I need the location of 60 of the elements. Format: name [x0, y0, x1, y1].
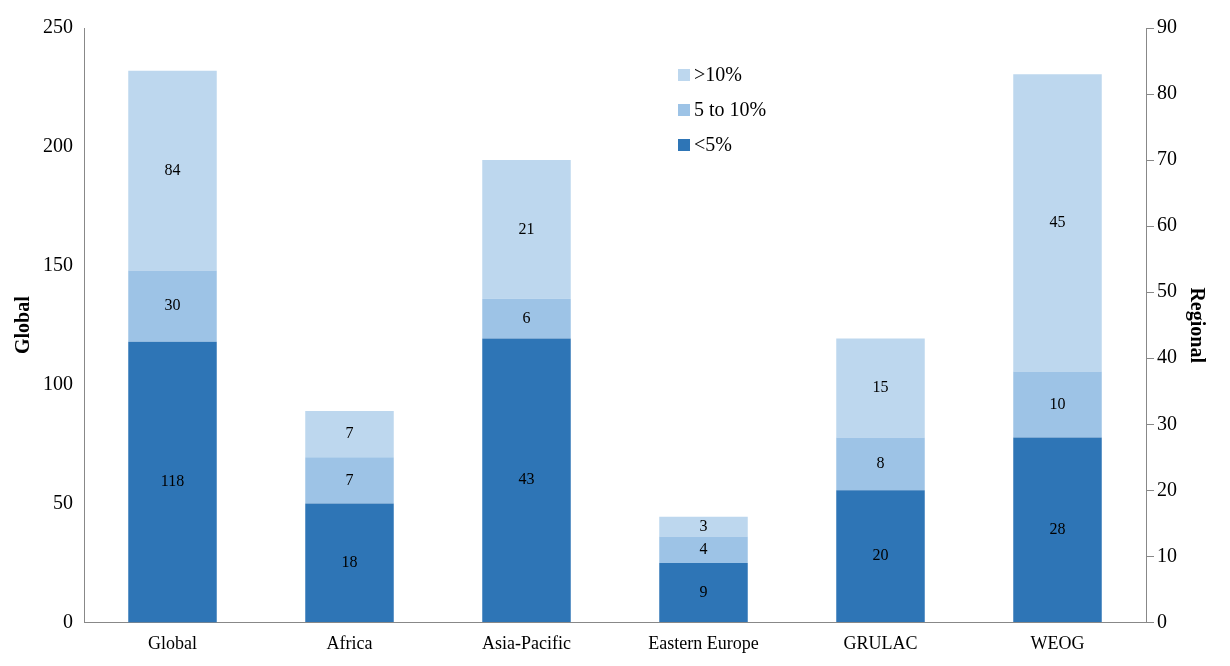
- data-label: 21: [518, 219, 535, 237]
- bar: [1013, 74, 1102, 372]
- y-tick-label: 250: [43, 15, 73, 38]
- y2-axis-title: Regional: [1185, 287, 1209, 364]
- y2-tick-label: 90: [1157, 15, 1177, 38]
- x-tick-label: Africa: [326, 632, 373, 653]
- bar: [659, 562, 748, 622]
- bar: [482, 298, 571, 339]
- data-label: 6: [522, 308, 531, 326]
- y-tick-label: 50: [53, 490, 73, 513]
- legend-label: 5 to 10%: [694, 98, 767, 121]
- x-tick-label: Eastern Europe: [648, 632, 759, 653]
- data-label: 7: [345, 424, 354, 442]
- bar: [659, 536, 748, 563]
- bar: [305, 457, 394, 504]
- y2-tick-label: 30: [1157, 411, 1177, 434]
- data-label: 45: [1049, 213, 1066, 231]
- data-label: 3: [699, 516, 708, 534]
- data-label: 7: [345, 470, 354, 488]
- y2-tick-label: 20: [1157, 477, 1177, 500]
- y-tick-label: 100: [43, 371, 73, 394]
- bar: [836, 490, 925, 622]
- bar: [1013, 437, 1102, 622]
- data-label: 8: [876, 454, 885, 472]
- data-label: 28: [1049, 519, 1066, 537]
- x-tick-label: Asia-Pacific: [482, 632, 571, 653]
- data-label: 118: [160, 472, 185, 490]
- bar: [1013, 371, 1102, 438]
- y-tick-label: 200: [43, 134, 73, 157]
- legend-label: >10%: [694, 63, 742, 86]
- data-label: 9: [699, 582, 708, 600]
- y2-tick-label: 40: [1157, 345, 1177, 368]
- y2-tick-label: 0: [1157, 609, 1167, 632]
- x-tick-label: WEOG: [1030, 632, 1085, 653]
- data-label: 30: [164, 296, 181, 314]
- y2-tick-label: 50: [1157, 279, 1177, 302]
- y-axis-title: Global: [11, 295, 34, 355]
- bar: [836, 338, 925, 438]
- data-label: 4: [699, 539, 708, 557]
- y2-tick-label: 70: [1157, 147, 1177, 170]
- bar: [659, 516, 748, 537]
- y-tick-label: 0: [63, 609, 73, 632]
- bar: [836, 437, 925, 491]
- x-tick-label: GRULAC: [843, 632, 918, 653]
- data-label: 84: [164, 160, 181, 178]
- y2-tick-label: 80: [1157, 81, 1177, 104]
- y2-tick-label: 10: [1157, 543, 1177, 566]
- bar: [305, 411, 394, 458]
- y-tick-label: 150: [43, 253, 73, 276]
- bar: [305, 503, 394, 622]
- bar: [482, 338, 571, 622]
- y2-tick-label: 60: [1157, 213, 1177, 236]
- legend-label: <5%: [694, 133, 732, 156]
- data-label: 18: [341, 552, 358, 570]
- data-label: 10: [1049, 394, 1066, 412]
- data-label: 15: [872, 378, 889, 396]
- data-label: 20: [872, 546, 889, 564]
- x-tick-label: Global: [148, 632, 197, 653]
- bar: [482, 160, 571, 299]
- data-label: 43: [518, 470, 535, 488]
